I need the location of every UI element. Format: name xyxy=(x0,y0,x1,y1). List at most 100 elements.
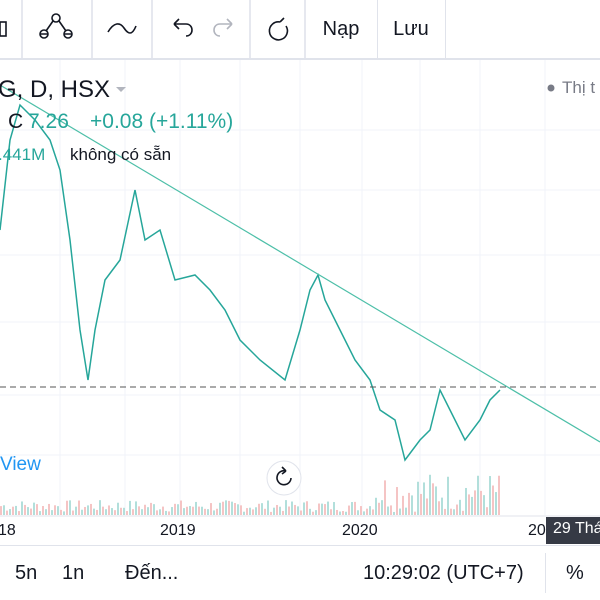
volume-bar xyxy=(447,476,449,515)
goto-button[interactable]: Đến... xyxy=(125,562,179,584)
volume-bar xyxy=(381,500,383,515)
volume-bar xyxy=(165,510,167,515)
volume-bar xyxy=(315,510,317,515)
volume-bar xyxy=(369,506,371,515)
save-button[interactable]: Lưu xyxy=(377,0,446,58)
volume-bar xyxy=(279,506,281,515)
percent-button[interactable]: % xyxy=(566,562,584,584)
volume-bar xyxy=(129,500,131,515)
load-button[interactable]: Nạp xyxy=(305,0,378,58)
volume-bar xyxy=(147,507,149,515)
volume-bar xyxy=(72,510,74,515)
volume-bar xyxy=(243,511,245,515)
volume-bar xyxy=(42,506,44,515)
volume-bar xyxy=(309,508,311,515)
volume-bar xyxy=(189,506,191,515)
volume-bar xyxy=(216,508,218,515)
indicator-icon[interactable] xyxy=(51,13,61,23)
bottom-bar xyxy=(0,545,600,600)
volume-bar xyxy=(153,504,155,515)
volume-bar xyxy=(444,508,446,515)
legend-right[interactable]: Thị t xyxy=(562,78,596,97)
volume-bar xyxy=(258,503,260,515)
volume-bar xyxy=(171,507,173,515)
volume-bar xyxy=(285,500,287,515)
candles-icon[interactable] xyxy=(0,21,7,37)
volume-bar xyxy=(60,509,62,515)
volume-bar xyxy=(357,510,359,515)
volume-bar xyxy=(180,500,182,515)
volume-bar xyxy=(450,508,452,515)
volume-bar xyxy=(405,507,407,515)
clock[interactable]: 10:29:02 (UTC+7) xyxy=(363,562,524,584)
volume-bar xyxy=(168,511,170,515)
volume-bar xyxy=(240,505,242,515)
volume-bar xyxy=(372,509,374,515)
volume-bar xyxy=(474,490,476,515)
volume-bar xyxy=(360,506,362,515)
volume-bar xyxy=(87,505,89,515)
volume-bar xyxy=(330,509,332,515)
volume-bar xyxy=(186,506,188,515)
volume-bar xyxy=(300,510,302,515)
volume-bar xyxy=(126,511,128,515)
symbol[interactable]: G, D, HSX xyxy=(0,76,111,103)
volume-bar xyxy=(438,501,440,515)
volume-bar xyxy=(39,511,41,515)
volume-bar xyxy=(249,507,251,515)
volume-bar xyxy=(114,510,116,515)
change-value: +0.08 (+1.11%) xyxy=(90,110,234,133)
range-button[interactable]: 5n xyxy=(15,562,38,584)
volume-bar xyxy=(12,506,14,515)
undo-icon[interactable] xyxy=(173,18,193,37)
reload-icon[interactable] xyxy=(268,17,289,41)
volume-bar xyxy=(318,503,320,515)
range-button[interactable]: 1n xyxy=(62,562,85,584)
volume-bar xyxy=(201,506,203,515)
volume-bar xyxy=(291,501,293,515)
volume-bar xyxy=(135,501,137,515)
volume-bar xyxy=(264,508,266,515)
volume-bar xyxy=(213,510,215,515)
volume-bar xyxy=(108,505,110,515)
volume-bar xyxy=(195,501,197,515)
volume-bar xyxy=(117,502,119,515)
volume-bar xyxy=(231,501,233,515)
volume-bar xyxy=(456,504,458,515)
volume-bar xyxy=(297,506,299,515)
volume-bar xyxy=(222,501,224,515)
volume-bar xyxy=(9,509,11,515)
volume-bar xyxy=(399,508,401,515)
volume-bar xyxy=(150,502,152,515)
volume-bar xyxy=(348,505,350,515)
volume-bar xyxy=(75,506,77,515)
volume-bar xyxy=(312,511,314,515)
view-link[interactable]: View xyxy=(0,454,41,475)
volume-bar xyxy=(21,501,23,515)
volume-bar xyxy=(396,487,398,515)
redo-icon[interactable] xyxy=(213,18,233,37)
volume-bar xyxy=(378,502,380,515)
reset-button[interactable] xyxy=(266,460,302,496)
volume-bar xyxy=(138,506,140,515)
volume-bar xyxy=(192,506,194,515)
volume-bar xyxy=(465,487,467,515)
volume-bar xyxy=(144,504,146,515)
volume-bar xyxy=(174,503,176,515)
drawing-icon[interactable] xyxy=(107,23,137,34)
x-axis-label: 2019 xyxy=(160,522,196,539)
chart-area xyxy=(0,60,600,544)
volume-bar xyxy=(423,482,425,515)
volume-bar xyxy=(468,494,470,515)
volume-value: .441M xyxy=(0,145,46,164)
volume-bar xyxy=(177,504,179,515)
volume-bar xyxy=(324,504,326,515)
volume-bar xyxy=(57,506,59,515)
volume-bar xyxy=(51,510,53,515)
volume-bar xyxy=(81,509,83,515)
x-axis-label: 2020 xyxy=(342,522,378,539)
volume-bar xyxy=(66,500,68,515)
volume-bar xyxy=(303,502,305,515)
volume-bar xyxy=(270,511,272,515)
